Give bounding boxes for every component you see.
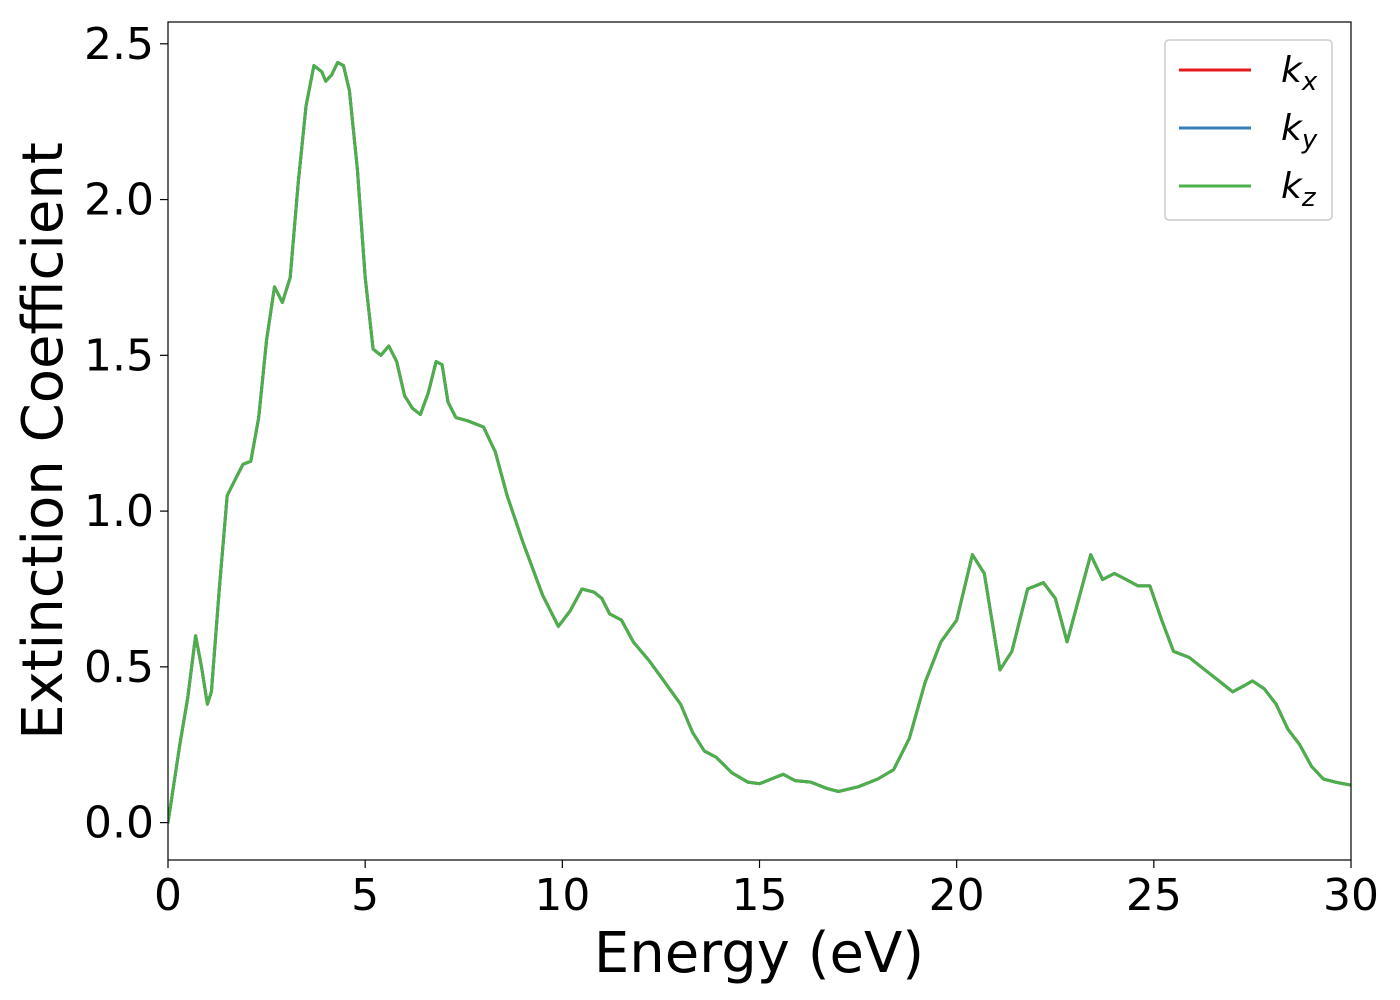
y-tick-label: 0.0	[84, 798, 154, 849]
x-tick-label: 5	[351, 870, 379, 921]
legend-label-z: kz	[1281, 166, 1317, 213]
x-tick-label: 15	[732, 870, 788, 921]
legend-label-x: kx	[1281, 50, 1318, 97]
x-tick-label: 30	[1323, 870, 1379, 921]
legend-label-y: ky	[1281, 108, 1318, 155]
y-tick-label: 2.5	[84, 19, 154, 70]
y-tick-label: 1.0	[84, 486, 154, 537]
y-tick-label: 2.0	[84, 175, 154, 226]
y-tick-label: 0.5	[84, 642, 154, 693]
y-axis-ticks: 0.0 0.5 1.0 1.5 2.0 2.5	[84, 19, 168, 849]
plot-lines	[168, 61, 1351, 825]
series-line-z	[168, 61, 1351, 825]
x-axis-ticks: 0 5 10 15 20 25 30	[154, 860, 1379, 921]
x-axis-label: Energy (eV)	[594, 921, 924, 986]
x-tick-label: 20	[929, 870, 985, 921]
x-tick-label: 25	[1126, 870, 1182, 921]
x-tick-label: 10	[534, 870, 590, 921]
y-axis-label: Extinction Coefficient	[11, 142, 76, 740]
legend: kx ky kz	[1164, 39, 1333, 221]
x-tick-label: 0	[154, 870, 182, 921]
y-tick-label: 1.5	[84, 330, 154, 381]
legend-frame	[1164, 39, 1333, 221]
